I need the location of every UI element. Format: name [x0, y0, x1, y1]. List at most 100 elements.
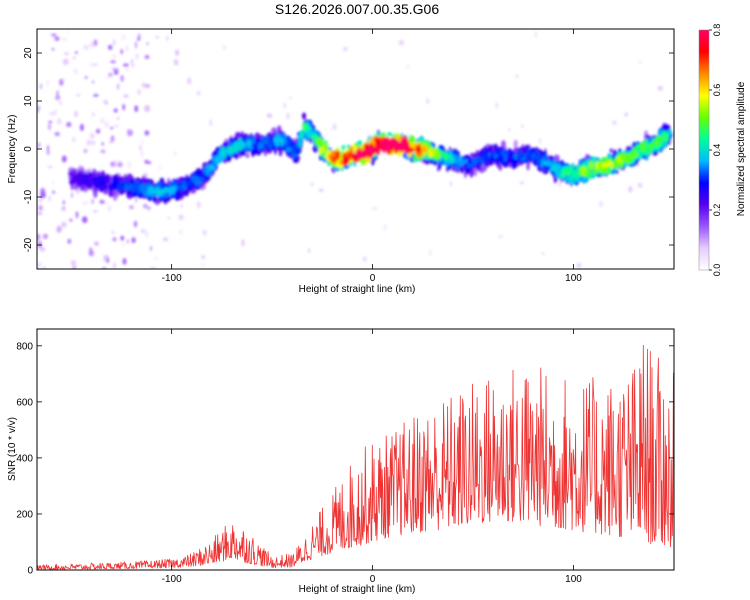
heatmap-cell — [459, 166, 464, 172]
spectrogram-y-ticks: -20 -10 0 10 20 — [23, 47, 674, 252]
heatmap-cell — [289, 146, 295, 155]
snr-y-tick-label: 400 — [16, 453, 33, 464]
heatmap-cell — [86, 201, 89, 204]
heatmap-cell — [398, 135, 402, 141]
colorbar-tick-label: 0.2 — [712, 204, 722, 217]
heatmap-cell — [70, 260, 77, 266]
heatmap-cell — [38, 261, 42, 268]
spectrogram-y-axis-label: Frequency (Hz) — [7, 115, 18, 184]
heatmap-cell — [59, 78, 64, 86]
heatmap-cell — [99, 118, 105, 124]
heatmap-cell — [113, 68, 119, 73]
heatmap-cell — [122, 63, 129, 67]
heatmap-cell — [144, 83, 151, 88]
spectrogram-heatmap — [37, 30, 674, 269]
snr-y-tick-label: 800 — [16, 341, 33, 352]
heatmap-cell — [201, 255, 206, 260]
heatmap-cell — [82, 201, 88, 205]
heatmap-cell — [592, 169, 599, 175]
heatmap-cell — [536, 154, 541, 163]
heatmap-cell — [429, 250, 432, 256]
heatmap-cell — [131, 237, 136, 244]
snr-y-ticks: 0 200 400 600 800 — [16, 341, 674, 577]
heatmap-cell — [56, 225, 62, 233]
heatmap-cell — [588, 163, 595, 168]
heatmap-cell — [135, 196, 138, 203]
heatmap-cell — [638, 60, 643, 64]
heatmap-cell — [609, 148, 613, 153]
heatmap-cell — [520, 157, 525, 162]
heatmap-cell — [288, 96, 293, 100]
heatmap-cell — [342, 157, 349, 164]
heatmap-cell — [263, 144, 268, 150]
heatmap-cell — [273, 137, 279, 144]
heatmap-cell — [163, 195, 167, 204]
heatmap-cell — [52, 190, 55, 194]
spectrogram-x-tick-label: 0 — [370, 273, 376, 284]
heatmap-cell — [112, 237, 117, 242]
heatmap-cell — [493, 153, 498, 158]
heatmap-cell — [199, 176, 205, 183]
heatmap-cell — [513, 154, 518, 160]
snr-panel: -100 0 100 0 200 400 600 800 Height of straigh… — [7, 328, 675, 595]
heatmap-cell — [639, 141, 646, 152]
heatmap-cell — [464, 158, 468, 164]
heatmap-cell — [87, 181, 92, 190]
heatmap-cell — [257, 142, 262, 151]
heatmap-cell — [318, 188, 324, 192]
heatmap-cell — [621, 154, 626, 162]
heatmap-cell — [286, 112, 290, 120]
heatmap-cell — [71, 192, 73, 199]
heatmap-cell — [150, 266, 156, 269]
heatmap-cell — [175, 49, 180, 56]
heatmap-cell — [443, 160, 449, 166]
heatmap-cell — [566, 171, 570, 176]
heatmap-cell — [285, 147, 292, 152]
heatmap-cell — [112, 176, 119, 187]
heatmap-cell — [599, 200, 603, 208]
heatmap-cell — [144, 130, 150, 136]
heatmap-cell — [428, 150, 433, 158]
figure-title: S126.2026.007.00.35.G06 — [275, 1, 439, 17]
heatmap-cell — [503, 152, 507, 163]
heatmap-cell — [624, 112, 629, 117]
heatmap-cell — [99, 179, 107, 185]
heatmap-cell — [387, 132, 393, 137]
heatmap-cell — [70, 175, 76, 183]
heatmap-cell — [302, 123, 306, 131]
heatmap-cell — [38, 105, 40, 110]
heatmap-cell — [47, 145, 49, 152]
heatmap-cell — [355, 148, 362, 159]
heatmap-cell — [92, 210, 99, 213]
heatmap-cell — [122, 241, 125, 248]
heatmap-cell — [110, 161, 116, 167]
heatmap-cell — [122, 103, 126, 111]
heatmap-cell — [67, 238, 72, 244]
heatmap-cell — [360, 157, 367, 166]
heatmap-cell — [480, 158, 484, 167]
heatmap-cell — [140, 150, 144, 158]
heatmap-cell — [167, 216, 171, 220]
heatmap-cell — [626, 153, 633, 164]
heatmap-cell — [47, 165, 54, 169]
heatmap-cell — [521, 124, 524, 128]
heatmap-cell — [465, 154, 470, 160]
heatmap-cell — [540, 158, 545, 168]
heatmap-cell — [561, 170, 566, 179]
heatmap-cell — [592, 156, 597, 164]
heatmap-cell — [135, 53, 139, 60]
heatmap-cell — [251, 148, 257, 154]
heatmap-cell — [92, 80, 94, 84]
heatmap-cell — [221, 146, 226, 157]
colorbar-label: Normalized spectral amplitude — [736, 81, 747, 216]
heatmap-cell — [128, 183, 134, 191]
heatmap-cell — [181, 191, 184, 197]
heatmap-cell — [552, 164, 556, 170]
heatmap-cell — [94, 241, 99, 246]
heatmap-cell — [73, 68, 78, 75]
heatmap-cell — [74, 51, 78, 54]
heatmap-cell — [117, 162, 123, 168]
heatmap-cell — [425, 171, 429, 175]
heatmap-cell — [106, 257, 110, 264]
heatmap-cell — [122, 258, 127, 265]
